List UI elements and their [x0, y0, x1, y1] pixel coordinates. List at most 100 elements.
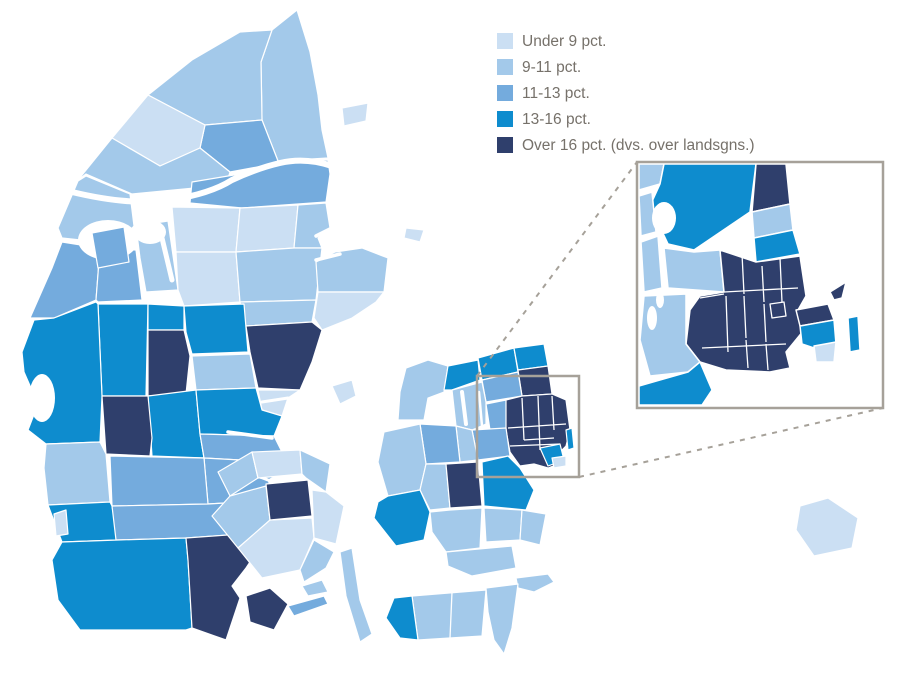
region-fredensborg: [517, 365, 553, 397]
region-inset-havnespids: [829, 281, 847, 301]
region-rebild: [235, 204, 299, 253]
ringkoebing-fjord-lagoon: [29, 374, 55, 422]
region-jammerbugt: [77, 137, 231, 195]
region-ikast-brande: [147, 329, 191, 397]
inset-kommunegraenser: [699, 253, 799, 371]
skive-fjord: [159, 235, 175, 283]
region-herning-vest: [97, 303, 149, 397]
inset-arresoe-lake: [652, 202, 676, 234]
zealand: [373, 343, 575, 655]
randers-fjord: [314, 252, 342, 262]
region-herning-nord: [147, 303, 185, 331]
region-lolland-vest: [385, 595, 419, 641]
region-aarhus: [245, 321, 323, 391]
horsens-fjord: [260, 396, 290, 404]
inset-frame: [635, 160, 885, 410]
region-morsoe: [91, 226, 130, 269]
region-anholt: [403, 227, 425, 243]
legend-item-1: Under 9 pct.: [497, 33, 606, 50]
region-laesoe: [341, 102, 369, 127]
legend-item-3: 11-13 pct.: [497, 85, 590, 102]
legend-label-13-16: 13-16 pct.: [522, 111, 591, 128]
region-kalundborg: [377, 423, 427, 497]
region-inset-koege-kyst: [638, 361, 713, 406]
region-silkeborg: [183, 303, 249, 355]
region-inset-rudersdal: [753, 229, 801, 263]
region-nyborg: [311, 489, 345, 545]
isefjord: [460, 390, 468, 426]
region-inset-saltholm: [847, 315, 861, 353]
region-lolland: [411, 589, 487, 641]
region-vesthimmerland: [171, 206, 241, 253]
region-billund: [101, 395, 153, 457]
region-odense: [265, 479, 313, 521]
region-varde: [43, 441, 111, 506]
inset-lake-1: [647, 306, 657, 330]
region-mariagerfjord: [293, 202, 331, 249]
region-inset-storkoebenhavn: [685, 249, 807, 373]
region-viborg: [175, 251, 241, 307]
inset-connector-line-top: [476, 161, 638, 377]
legend-swatch-under-9: [497, 33, 513, 49]
region-svendborg: [299, 539, 335, 583]
legend-swatch-13-16: [497, 111, 513, 127]
roskilde-fjord: [477, 390, 484, 428]
region-inset-dragoer: [813, 341, 837, 363]
region-inset-halsnaes-strip: [638, 191, 657, 237]
region-slagelse: [373, 489, 431, 547]
jutland: [21, 9, 425, 641]
region-langeland: [339, 547, 373, 643]
region-skanderborg: [191, 353, 257, 391]
region-kerteminde: [299, 449, 331, 493]
legend-swatch-9-11: [497, 59, 513, 75]
koebenhavn-kommunegraenser: [507, 395, 567, 451]
region-vejle: [147, 389, 205, 459]
lolland-guldborgsund-graense: [449, 591, 453, 639]
region-vordingborg: [445, 545, 517, 577]
legend-label-under-9: Under 9 pct.: [522, 33, 606, 50]
region-randers: [235, 247, 323, 303]
region-samsoe: [331, 379, 357, 405]
region-falster: [485, 583, 519, 655]
legend-swatch-over-16: [497, 137, 513, 153]
region-bornholm: [795, 497, 859, 557]
region-stevns: [519, 509, 547, 546]
region-soroe: [419, 463, 451, 511]
zoom-area-rectangle: [475, 374, 581, 479]
region-koege: [481, 455, 535, 511]
region-nordfyns: [251, 449, 303, 479]
inset-copenhagen: [635, 160, 885, 410]
region-halsnaes: [443, 359, 481, 391]
legend-label-9-11: 9-11 pct.: [522, 59, 581, 76]
region-faxe: [483, 507, 523, 543]
region-norddjurs: [315, 247, 389, 293]
region-aeroe: [287, 595, 329, 617]
region-inset-egedal: [663, 247, 725, 293]
legend-item-2: 9-11 pct.: [497, 59, 581, 76]
funen: [211, 449, 373, 643]
vejle-fjord: [226, 430, 274, 440]
legend: Under 9 pct. 9-11 pct. 11-13 pct. 13-16 …: [497, 33, 755, 154]
region-ringsted: [445, 461, 483, 509]
region-holbaek: [419, 423, 461, 465]
legend-item-4: 13-16 pct.: [497, 111, 591, 128]
limfjord-water: [69, 157, 335, 205]
region-inset-frederikssund-strip: [640, 235, 663, 293]
region-naestved: [429, 507, 483, 553]
region-toender: [51, 537, 193, 631]
region-ringkoebing-skjern: [21, 301, 103, 445]
region-odsherred: [397, 359, 449, 421]
legend-item-5: Over 16 pct. (dvs. over landsgns.): [497, 137, 755, 154]
region-saltholm: [565, 427, 575, 451]
mariager-fjord: [314, 226, 334, 238]
region-syddjurs: [313, 291, 385, 331]
inset-lake-2: [656, 292, 664, 308]
legend-label-over-16: Over 16 pct. (dvs. over landsgns.): [522, 137, 755, 154]
region-vejen: [109, 455, 209, 507]
limfjord-broad-mid: [134, 220, 166, 244]
region-dragoer-pale: [551, 455, 567, 469]
legend-swatch-11-13: [497, 85, 513, 101]
legend-label-11-13: 11-13 pct.: [522, 85, 590, 102]
inset-frederiksberg-ring: [769, 301, 787, 319]
